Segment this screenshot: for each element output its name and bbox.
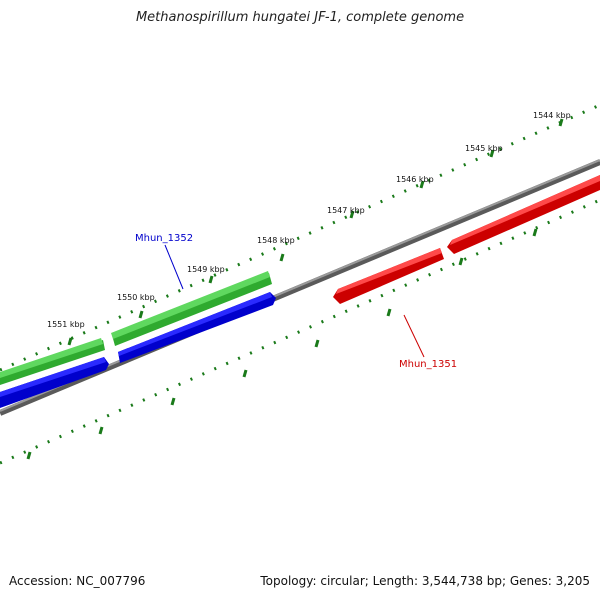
inner-major-ticks xyxy=(26,228,538,460)
tick-label: 1545 kbp xyxy=(465,144,503,153)
cds-forward-features xyxy=(0,271,272,385)
gene-label: Mhun_1352 xyxy=(135,233,193,244)
orf-forward-features xyxy=(0,292,276,408)
tick-label: 1549 kbp xyxy=(187,265,225,274)
tick-label: 1548 kbp xyxy=(257,236,295,245)
outer-tick-ring xyxy=(0,103,600,372)
genome-summary-label: Topology: circular; Length: 3,544,738 bp… xyxy=(260,574,590,588)
tick-label: 1546 kbp xyxy=(396,175,434,184)
map-title: Methanospirillum hungatei JF-1, complete… xyxy=(135,10,465,25)
tick-label: 1547 kbp xyxy=(327,206,365,215)
tick-label: 1544 kbp xyxy=(533,111,571,120)
inner-tick-ring xyxy=(0,198,600,465)
tick-labels: 1544 kbp 1545 kbp 1546 kbp 1547 kbp 1548… xyxy=(47,111,571,329)
gene-label-mhun-1352: Mhun_1352 xyxy=(135,233,193,290)
outer-major-ticks xyxy=(67,118,564,346)
tick-label: 1551 kbp xyxy=(47,320,85,329)
gene-label: Mhun_1351 xyxy=(399,359,457,370)
accession-label: Accession: NC_007796 xyxy=(9,574,146,588)
orf-reverse-features xyxy=(333,175,600,304)
gene-label-mhun-1351: Mhun_1351 xyxy=(399,314,457,370)
tick-label: 1550 kbp xyxy=(117,293,155,302)
